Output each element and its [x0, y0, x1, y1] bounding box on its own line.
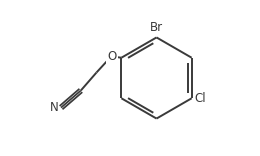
Text: O: O	[107, 50, 117, 63]
Text: Cl: Cl	[194, 92, 206, 105]
Text: N: N	[49, 101, 58, 114]
Text: Br: Br	[150, 21, 163, 34]
